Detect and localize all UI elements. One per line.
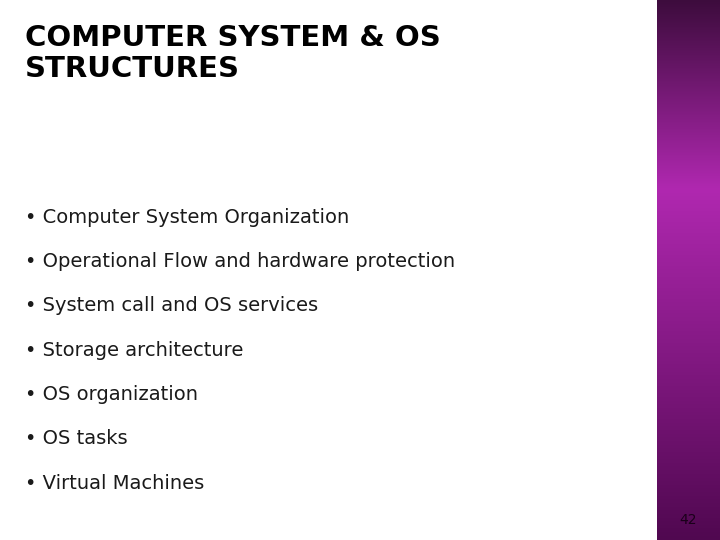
- Text: • OS organization: • OS organization: [25, 385, 198, 404]
- Text: 42: 42: [680, 512, 697, 526]
- Text: • Computer System Organization: • Computer System Organization: [25, 208, 349, 227]
- Text: • Operational Flow and hardware protection: • Operational Flow and hardware protecti…: [25, 252, 455, 271]
- Text: • Virtual Machines: • Virtual Machines: [25, 474, 204, 492]
- Text: • OS tasks: • OS tasks: [25, 429, 127, 448]
- Text: • Storage architecture: • Storage architecture: [25, 341, 243, 360]
- Text: COMPUTER SYSTEM & OS
STRUCTURES: COMPUTER SYSTEM & OS STRUCTURES: [25, 24, 441, 83]
- Text: • System call and OS services: • System call and OS services: [25, 296, 318, 315]
